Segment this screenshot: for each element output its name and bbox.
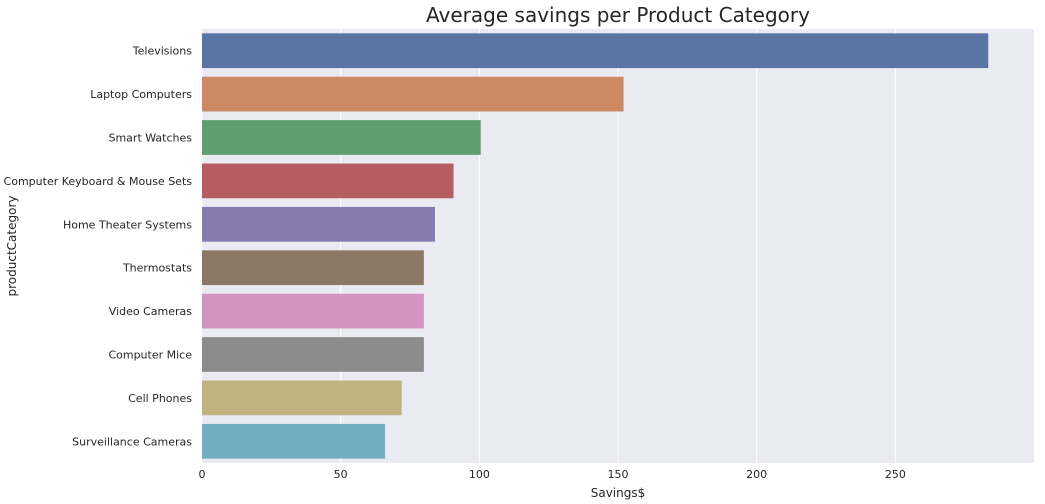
x-tick-label: 100	[469, 468, 490, 481]
y-tick-label: Computer Keyboard & Mouse Sets	[4, 175, 193, 188]
x-tick-labels: 0 50 100 150 200 250	[199, 468, 906, 481]
bar	[202, 250, 424, 286]
y-axis-label: productCategory	[5, 196, 19, 297]
x-axis-label: Savings$	[591, 486, 646, 500]
x-tick-label: 250	[885, 468, 906, 481]
y-tick-label: Surveillance Cameras	[72, 435, 192, 448]
bar	[202, 337, 424, 372]
x-tick-label: 50	[334, 468, 348, 481]
bars	[202, 33, 989, 459]
bar	[202, 423, 386, 459]
y-tick-label: Video Cameras	[109, 305, 192, 318]
y-tick-label: Computer Mice	[108, 349, 192, 362]
y-tick-label: Cell Phones	[128, 392, 192, 405]
bar	[202, 293, 424, 329]
x-tick-label: 0	[199, 468, 206, 481]
chart-title: Average savings per Product Category	[426, 3, 810, 27]
x-tick-label: 200	[746, 468, 767, 481]
bar	[202, 33, 989, 69]
bar	[202, 206, 435, 242]
y-tick-labels: Televisions Laptop Computers Smart Watches…	[4, 45, 193, 449]
bar	[202, 120, 481, 155]
y-tick-label: Thermostats	[122, 262, 192, 275]
x-tick-label: 150	[608, 468, 629, 481]
y-tick-label: Smart Watches	[108, 132, 192, 145]
bar	[202, 163, 454, 199]
bar	[202, 380, 402, 416]
y-tick-label: Home Theater Systems	[63, 218, 192, 231]
bar	[202, 76, 624, 112]
y-tick-label: Laptop Computers	[90, 88, 192, 101]
y-tick-label: Televisions	[132, 45, 192, 58]
